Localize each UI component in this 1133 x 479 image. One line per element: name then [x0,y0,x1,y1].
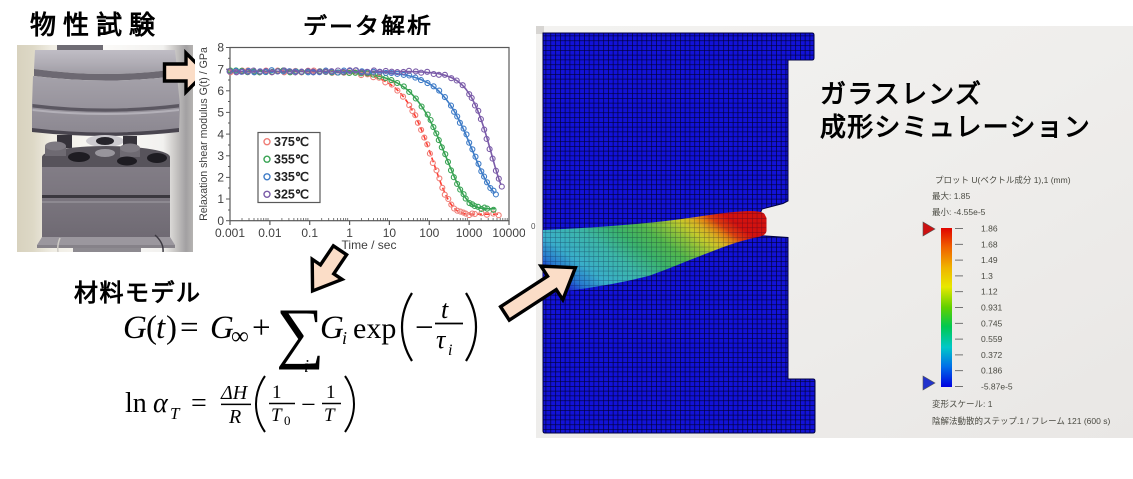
svg-text:α: α [153,388,169,419]
svg-text:1.12: 1.12 [981,287,998,297]
svg-text:変形スケール: 1: 変形スケール: 1 [932,399,993,409]
svg-text:): ) [166,310,177,346]
svg-text:ΔH: ΔH [220,382,249,404]
svg-text:10: 10 [383,226,397,240]
svg-text:1: 1 [272,382,282,403]
svg-text:∑: ∑ [276,294,324,370]
svg-text:Relaxation shear modulus G(t): Relaxation shear modulus G(t) / GPa [198,47,210,221]
svg-text:最大: 1.85: 最大: 1.85 [932,191,971,201]
svg-text:0.931: 0.931 [981,303,1003,313]
svg-text:T: T [271,405,283,426]
svg-text:0: 0 [284,413,291,428]
svg-text:=: = [191,388,207,419]
svg-text:G: G [123,310,147,346]
svg-text:0: 0 [217,214,224,228]
svg-text:プロット U(ベクトル成分 1),1 (mm): プロット U(ベクトル成分 1),1 (mm) [935,175,1071,185]
svg-text:1.68: 1.68 [981,239,998,249]
svg-text:1.49: 1.49 [981,255,998,265]
svg-text:3: 3 [217,149,224,163]
svg-text:t: t [441,295,449,324]
svg-text:0.559: 0.559 [981,334,1003,344]
svg-text:1: 1 [217,192,224,206]
svg-text:10000: 10000 [492,226,525,240]
svg-text:τ: τ [436,325,447,354]
svg-text:−: − [415,310,434,346]
svg-text:375℃: 375℃ [274,135,309,149]
svg-text:Time / sec: Time / sec [342,238,397,250]
svg-text:0.745: 0.745 [981,318,1003,328]
svg-text:+: + [252,310,271,346]
svg-text:0.001: 0.001 [215,226,245,240]
svg-text:最小: -4.55e-5: 最小: -4.55e-5 [932,207,986,217]
svg-text:i: i [342,328,347,348]
svg-text:exp: exp [353,312,396,345]
svg-text:0.372: 0.372 [981,350,1003,360]
svg-text:4: 4 [217,127,224,141]
svg-text:100: 100 [419,226,439,240]
svg-text:R: R [228,406,241,428]
svg-text:1.3: 1.3 [981,271,993,281]
svg-text:1.86: 1.86 [981,224,998,234]
svg-text:1: 1 [326,382,336,403]
svg-text:8: 8 [217,41,224,55]
svg-text:6: 6 [217,84,224,98]
svg-text:i: i [448,342,452,359]
svg-text:1: 1 [346,226,353,240]
svg-text:∞: ∞ [231,323,249,350]
svg-text:1000: 1000 [456,226,483,240]
svg-text:7: 7 [217,62,224,76]
svg-text:t: t [156,310,166,346]
svg-text:−: − [301,390,316,419]
svg-text:0.01: 0.01 [258,226,282,240]
svg-text:i: i [304,356,309,376]
svg-text:=: = [180,310,199,346]
svg-text:T: T [170,404,181,423]
svg-text:0.186: 0.186 [981,366,1003,376]
svg-text:(: ( [146,310,157,346]
svg-text:-5.87e-5: -5.87e-5 [981,382,1013,392]
svg-text:335℃: 335℃ [274,170,309,184]
svg-text:5: 5 [217,106,224,120]
svg-text:2: 2 [217,171,224,185]
svg-text:ln: ln [125,388,147,419]
svg-text:G: G [320,310,344,346]
svg-text:325℃: 325℃ [274,188,309,202]
svg-text:355℃: 355℃ [274,153,309,167]
svg-text:0.1: 0.1 [301,226,318,240]
svg-text:T: T [324,405,336,426]
svg-text:G: G [210,310,234,346]
svg-text:陰解法動散的ステップ.1 / フレーム 121 (600 s: 陰解法動散的ステップ.1 / フレーム 121 (600 s) [932,416,1110,426]
